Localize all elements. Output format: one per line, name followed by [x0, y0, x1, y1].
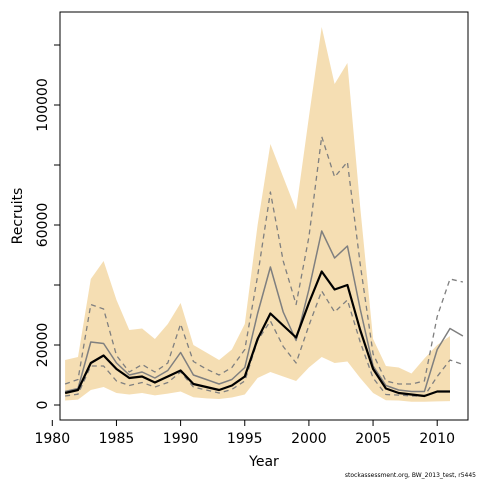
- x-axis: 1980 1985 1990 1995 2000 2005 2010: [34, 420, 455, 447]
- x-tick-label: 2005: [355, 431, 391, 447]
- confidence-band-layer: [65, 27, 450, 402]
- series-layer: [64, 135, 464, 398]
- x-tick-label: 2010: [419, 431, 455, 447]
- y-axis-title: Recruits: [10, 188, 26, 245]
- series-line-dashed-grey-upper: [64, 135, 464, 385]
- y-tick-label: 100000: [35, 78, 51, 131]
- series-line-thin-solid-grey: [64, 230, 464, 393]
- x-tick-label: 1985: [99, 431, 135, 447]
- confidence-band: [65, 27, 450, 402]
- y-tick-label: 60000: [35, 203, 51, 248]
- x-axis-title: Year: [248, 454, 279, 470]
- y-tick-label: 0: [35, 401, 51, 410]
- plot-frame: [59, 11, 469, 421]
- y-axis: 0 20000 60000 100000: [35, 44, 60, 410]
- x-tick-label: 2000: [291, 431, 327, 447]
- series-line-thick-solid-black: [64, 270, 450, 398]
- x-tick-label: 1980: [34, 431, 70, 447]
- series-line-dashed-grey-lower: [65, 290, 464, 397]
- footnote: stockassessment.org, BW_2013_test, r5445: [345, 472, 476, 479]
- y-tick-label: 20000: [35, 323, 51, 368]
- x-tick-label: 1990: [163, 431, 199, 447]
- x-tick-label: 1995: [227, 431, 263, 447]
